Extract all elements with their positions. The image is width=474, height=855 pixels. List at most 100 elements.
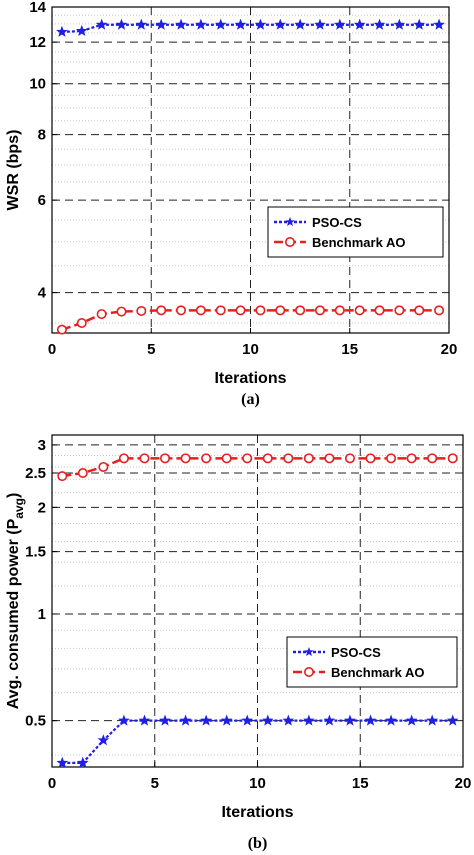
x-axis-label: Iterations	[221, 804, 293, 821]
legend-circle-marker	[284, 237, 295, 248]
data-point-star	[138, 714, 151, 726]
y-tick-label: 6	[38, 192, 46, 209]
data-point-star	[195, 18, 207, 30]
x-tick-label: 15	[352, 775, 369, 792]
data-point-star	[323, 714, 336, 726]
x-tick-label: 0	[48, 775, 56, 792]
legend-entry-label: PSO-CS	[312, 215, 362, 230]
data-point-star	[353, 18, 366, 30]
x-tick-label: 20	[441, 341, 458, 358]
data-point-star	[76, 756, 89, 768]
panel-caption: (a)	[241, 391, 260, 408]
y-axis-label-subscript: avg	[12, 498, 26, 519]
data-point-star	[179, 714, 192, 726]
data-point-star	[118, 714, 130, 726]
data-point-circle	[96, 309, 107, 320]
data-point-circle	[180, 453, 191, 464]
data-point-star	[303, 714, 315, 726]
data-point-star	[214, 18, 227, 30]
y-axis-label: WSR (bps)	[5, 130, 22, 211]
data-point-star	[426, 714, 439, 726]
data-point-circle	[365, 453, 376, 464]
data-point-circle	[262, 453, 273, 464]
data-point-circle	[314, 305, 325, 316]
data-point-star	[97, 734, 110, 746]
data-point-star	[373, 18, 386, 30]
data-point-star	[364, 714, 377, 726]
data-point-star	[385, 714, 397, 726]
data-point-circle	[334, 305, 345, 316]
data-point-circle	[406, 453, 417, 464]
data-point-star	[314, 18, 326, 30]
data-point-circle	[118, 453, 129, 464]
data-point-star	[344, 714, 356, 726]
data-point-circle	[215, 305, 226, 316]
chart-panel-a: 4 6 8 10 12 14 0 5 10 15 20 Iterations WSR (bps) (a) P…	[5, 0, 457, 408]
data-point-circle	[160, 453, 171, 464]
plot-area	[52, 435, 463, 767]
legend: PSO-CS Benchmark AO	[267, 206, 444, 258]
x-tick-label: 5	[147, 341, 155, 358]
data-point-circle	[116, 306, 127, 317]
data-point-star	[56, 25, 68, 37]
legend-star-marker	[285, 217, 295, 227]
data-point-star	[294, 18, 306, 30]
data-point-star	[282, 714, 295, 726]
y-tick-label: 8	[38, 127, 46, 144]
data-point-circle	[414, 305, 425, 316]
data-point-circle	[255, 305, 266, 316]
data-point-circle	[77, 467, 88, 478]
data-point-star	[333, 18, 346, 30]
x-tick-label: 0	[48, 341, 56, 358]
y-tick-label: 1	[38, 606, 46, 623]
y-axis-label: Avg. consumed power (Pavg)	[5, 493, 26, 710]
data-point-star	[56, 756, 69, 768]
data-point-circle	[447, 453, 458, 464]
data-point-star	[254, 18, 267, 30]
data-point-circle	[394, 305, 405, 316]
y-tick-label: 3	[38, 437, 46, 454]
data-point-star	[405, 714, 418, 726]
data-point-circle	[242, 453, 253, 464]
data-point-star	[234, 18, 247, 30]
data-point-star	[159, 714, 171, 726]
data-point-star	[155, 18, 168, 30]
data-point-circle	[344, 453, 355, 464]
data-point-circle	[386, 453, 397, 464]
data-point-circle	[283, 453, 294, 464]
y-axis-label-main: Avg. consumed power (P	[5, 518, 22, 709]
legend-box	[267, 206, 444, 258]
data-point-star	[274, 18, 287, 30]
x-tick-label: 20	[455, 775, 472, 792]
legend-star-marker	[304, 647, 314, 657]
data-point-circle	[56, 324, 67, 335]
data-point-star	[446, 714, 459, 726]
data-point-star	[75, 24, 88, 36]
x-axis-label: Iterations	[214, 370, 286, 387]
chart-panel-b: 0.5 1 1.5 2 2.5 3 0 5 10 15 20 Iterations Avg. consu…	[5, 434, 472, 852]
x-tick-label: 5	[151, 775, 159, 792]
data-point-circle	[235, 305, 246, 316]
data-point-circle	[374, 305, 385, 316]
y-tick-label: 14	[29, 0, 46, 16]
data-point-circle	[434, 305, 445, 316]
data-point-circle	[201, 453, 212, 464]
x-tick-label: 15	[341, 341, 358, 358]
y-tick-label: 2.5	[25, 465, 46, 482]
y-tick-label: 0.5	[25, 713, 46, 730]
data-point-circle	[57, 471, 68, 482]
y-tick-label: 4	[38, 285, 47, 302]
data-point-star	[220, 714, 233, 726]
data-point-circle	[136, 305, 147, 316]
data-point-star	[200, 714, 212, 726]
data-point-circle	[156, 305, 167, 316]
data-point-circle	[303, 453, 314, 464]
data-point-star	[261, 714, 274, 726]
data-point-circle	[221, 453, 232, 464]
data-point-star	[175, 18, 187, 30]
legend-box	[286, 636, 458, 688]
data-point-circle	[324, 453, 335, 464]
legend-entry-label: Benchmark AO	[331, 665, 424, 680]
data-point-circle	[275, 305, 286, 316]
